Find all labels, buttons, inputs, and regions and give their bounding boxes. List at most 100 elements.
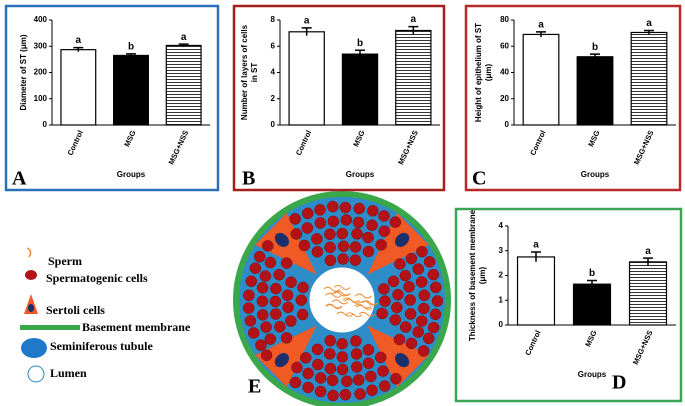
spermatogenic-cell <box>311 246 324 258</box>
spermatogenic-cell <box>350 348 363 360</box>
y-axis-label: Thickness of basement membrane <box>468 209 477 341</box>
error-bar <box>587 279 597 288</box>
y-tick-label: 300 <box>34 41 48 50</box>
panel-border <box>4 4 220 192</box>
spermatogenic-cell <box>393 333 406 346</box>
spermatogenic-cell <box>427 268 440 281</box>
panel-border <box>232 4 446 192</box>
sperm-cell <box>354 293 372 299</box>
legend-label: Spermatogenic cells <box>46 271 148 285</box>
significance-letter: a <box>181 32 187 43</box>
x-axis-label: Groups <box>578 370 607 379</box>
sperm-cell <box>358 311 376 317</box>
spermatogenic-cell <box>280 332 293 344</box>
spermatogenic-cell <box>291 361 303 374</box>
spermatogenic-cell <box>299 352 312 364</box>
error-bar <box>355 49 365 59</box>
significance-letter: a <box>646 18 652 29</box>
spermatogenic-cell <box>289 213 301 225</box>
spermatogenic-cell <box>394 258 406 270</box>
spermatogenic-cell <box>350 335 362 347</box>
legend-label: Basement membrane <box>82 320 191 334</box>
spermatogenic-cell <box>298 239 311 252</box>
spermatogenic-cell <box>417 345 430 357</box>
spermatogenic-cell <box>302 207 314 220</box>
y-axis-label: Diameter of ST (μm) <box>19 34 28 110</box>
spermatogenic-cell <box>312 358 324 371</box>
spermatogenic-cell <box>297 281 309 294</box>
y-tick-label: 60 <box>500 41 509 50</box>
bar <box>288 31 325 126</box>
spermatogenic-cell <box>387 275 400 288</box>
x-axis-label: Groups <box>346 170 375 179</box>
spermatogenic-cell <box>405 252 418 265</box>
legend-label: Lumen <box>50 366 87 380</box>
spermatogenic-cell <box>339 388 352 401</box>
y-tick-label: 1 <box>499 295 504 304</box>
sperm-cell <box>325 303 343 309</box>
error-bar <box>126 53 136 58</box>
spermatogenic-cell <box>336 351 349 363</box>
spermatogenic-cell <box>301 222 314 234</box>
spermatogenic-cell <box>311 233 323 245</box>
x-axis-label: Groups <box>117 170 146 179</box>
cell-icon <box>25 270 37 280</box>
sperm-cell <box>331 299 349 305</box>
panel-letter: C <box>472 168 486 190</box>
spermatogenic-cell <box>362 357 375 370</box>
spermatogenic-cell <box>270 282 282 295</box>
spermatogenic-cell <box>285 315 297 327</box>
sertoli-nucleus <box>274 232 289 247</box>
bar <box>522 33 560 126</box>
spermatogenic-cell <box>340 214 353 226</box>
y-tick-label: 8 <box>271 15 276 24</box>
spermatogenic-cell <box>378 380 391 392</box>
sperm-cell <box>333 284 351 290</box>
bar <box>516 256 556 326</box>
spermatogenic-cell <box>412 326 424 338</box>
y-tick-label: 6 <box>271 41 276 50</box>
spermatogenic-cell <box>379 295 391 307</box>
spermatogenic-cell <box>289 376 302 389</box>
x-tick-label: Control <box>523 329 542 357</box>
bar <box>572 283 612 326</box>
sperm-cell <box>356 304 373 310</box>
spermatogenic-cell <box>314 385 327 398</box>
y-tick-label: 4 <box>271 68 276 77</box>
spermatogenic-cell <box>296 308 309 321</box>
spermatogenic-cell <box>256 281 269 294</box>
spermatogenic-cell <box>261 240 274 252</box>
y-tick-label: 4 <box>499 221 504 230</box>
spermatogenic-cell <box>280 257 293 269</box>
x-tick-label: Control <box>294 129 313 157</box>
error-bar <box>408 25 419 35</box>
tubule-diagram <box>233 191 451 406</box>
bar <box>341 53 379 126</box>
tubule-icon <box>21 338 47 358</box>
spermatogenic-cell <box>337 240 350 253</box>
y-tick-label: 0 <box>499 320 504 329</box>
y-tick-label: 80 <box>500 15 509 24</box>
spermatogenic-cell <box>375 239 387 251</box>
spermatogenic-cell <box>404 308 417 320</box>
spermatogenic-cell <box>302 381 314 394</box>
sperm-icon <box>26 247 32 258</box>
spermatogenic-cell <box>389 216 402 228</box>
spermatogenic-cell <box>418 302 430 315</box>
spermatogenic-cell <box>362 231 374 244</box>
spermatogenic-cell <box>352 374 365 386</box>
x-tick-label: MSG+NSS <box>396 129 420 166</box>
spermatogenic-cell <box>391 301 403 314</box>
panel-letter: E <box>248 376 261 398</box>
spermatogenic-cell <box>253 250 266 263</box>
spermatogenic-cell <box>244 315 257 327</box>
spermatogenic-cell <box>403 281 415 293</box>
spermatogenic-cell <box>412 263 425 275</box>
spermatogenic-cell <box>404 294 416 306</box>
spermatogenic-cell <box>349 254 362 266</box>
spermatogenic-cell <box>326 374 339 387</box>
significance-letter: b <box>357 38 363 49</box>
spermatogenic-cell <box>290 228 303 240</box>
bar <box>628 261 668 326</box>
